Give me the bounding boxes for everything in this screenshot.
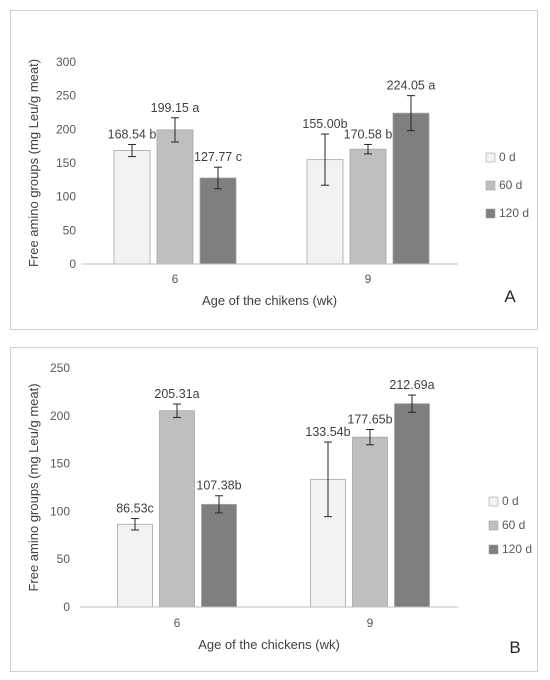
- chart-a-y-tick-label: 250: [56, 89, 76, 103]
- chart-b-y-tick-label: 100: [50, 504, 70, 518]
- chart-b-data-label: 107.38b: [196, 479, 241, 493]
- chart-b-data-label: 86.53c: [116, 502, 154, 516]
- chart-a-x-tick-label: 6: [172, 272, 179, 286]
- chart-b-legend-swatch: [488, 544, 499, 555]
- chart-b-y-tick-label: 200: [50, 409, 70, 423]
- chart-a-data-label: 127.77 c: [194, 150, 242, 164]
- chart-a-data-label: 170.58 b: [344, 127, 393, 141]
- chart-a-data-label: 224.05 a: [387, 79, 436, 93]
- chart-a-x-axis-title: Age of the chikens (wk): [202, 293, 337, 308]
- chart-a-bar: [392, 112, 430, 265]
- chart-b-data-label: 205.31a: [154, 387, 199, 401]
- chart-a-bar: [156, 129, 194, 265]
- chart-a-x-tick-label: 9: [365, 272, 372, 286]
- chart-b-bar: [117, 523, 153, 608]
- chart-b-legend-swatch: [488, 496, 499, 507]
- chart-b-y-tick-label: 150: [50, 457, 70, 471]
- chart-b-y-axis-title: Free amino groups (mg Leu/g meat): [26, 383, 41, 591]
- chart-a-legend-swatch: [485, 152, 496, 163]
- chart-b-x-tick-label: 6: [174, 616, 181, 630]
- chart-a-legend-swatch: [485, 208, 496, 219]
- chart-b-legend-label: 0 d: [502, 494, 519, 508]
- chart-a-y-tick-label: 100: [56, 190, 76, 204]
- chart-a-data-label: 155.00b: [302, 117, 347, 131]
- chart-b-data-label: 212.69a: [389, 378, 434, 392]
- chart-a-data-label: 168.54 b: [108, 127, 157, 141]
- chart-a-legend-label: 0 d: [499, 150, 516, 164]
- chart-b-bar: [159, 410, 195, 608]
- chart-b-x-tick-label: 9: [367, 616, 374, 630]
- chart-a-panel-label: A: [504, 287, 516, 306]
- chart-a-y-tick-label: 300: [56, 55, 76, 69]
- chart-b-bar: [394, 403, 430, 608]
- chart-b-data-label: 133.54b: [305, 425, 350, 439]
- chart-b-bar: [352, 436, 388, 608]
- chart-a-legend-label: 60 d: [499, 178, 522, 192]
- chart-a-bar: [113, 150, 151, 265]
- chart-panel-b: [10, 347, 538, 672]
- chart-b-y-tick-label: 250: [50, 361, 70, 375]
- chart-a-y-tick-label: 150: [56, 156, 76, 170]
- chart-b-y-tick-label: 0: [63, 600, 70, 614]
- chart-panel-a: [10, 10, 538, 330]
- chart-a-data-label: 199.15 a: [151, 101, 200, 115]
- chart-b-bar: [201, 503, 237, 608]
- chart-a-y-tick-label: 0: [69, 257, 76, 271]
- chart-a-y-tick-label: 200: [56, 122, 76, 136]
- chart-a-y-tick-label: 50: [63, 223, 77, 237]
- chart-b-legend-label: 60 d: [502, 518, 525, 532]
- chart-b-x-axis-title: Age of the chickens (wk): [198, 637, 340, 652]
- chart-a-legend-swatch: [485, 180, 496, 191]
- chart-a-legend-label: 120 d: [499, 206, 529, 220]
- chart-a-y-axis-title: Free amino groups (mg Leu/g meat): [26, 59, 41, 267]
- chart-a-bar: [349, 148, 387, 265]
- chart-b-legend-label: 120 d: [502, 542, 532, 556]
- chart-b-y-tick-label: 50: [57, 552, 71, 566]
- chart-a-bar: [199, 177, 237, 265]
- chart-b-data-label: 177.65b: [347, 413, 392, 427]
- chart-b-legend-swatch: [488, 520, 499, 531]
- chart-b-panel-label: B: [509, 638, 520, 657]
